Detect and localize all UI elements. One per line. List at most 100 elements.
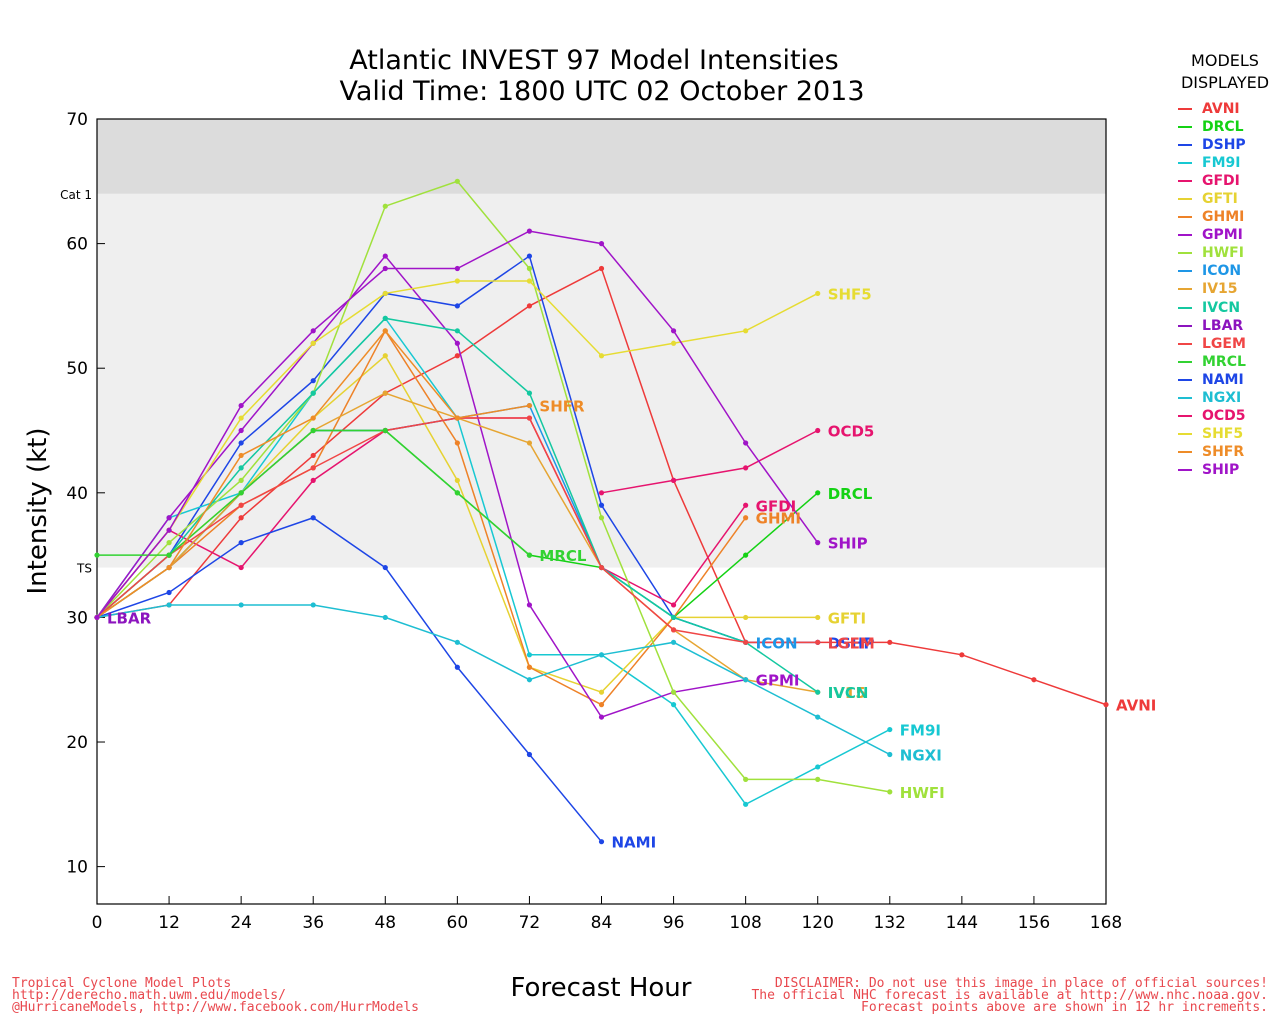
- point-ngxi-6: [526, 677, 533, 683]
- point-shfr-2: [238, 452, 244, 459]
- point-ngxi-10: [815, 714, 821, 720]
- legend: MODELS DISPLAYED AVNI DRCL DSHP FM9I GFDI GFT…: [1170, 50, 1280, 479]
- footer-credits-line1: Tropical Cyclone Model Plots: [12, 976, 232, 991]
- band-1: [97, 119, 1106, 194]
- x-tick-label-13: 156: [1018, 913, 1050, 933]
- legend-swatch: [1178, 378, 1192, 381]
- x-tick-label-9: 108: [729, 913, 761, 933]
- series-layer: [94, 178, 1109, 845]
- chart-subtitle: Valid Time: 1800 UTC 02 October 2013: [339, 76, 864, 107]
- legend-label: HWFI: [1202, 245, 1244, 262]
- point-gfti-9: [743, 614, 749, 621]
- legend-item-shfr: SHFR: [1170, 443, 1280, 461]
- x-tick-label-7: 84: [591, 913, 613, 933]
- point-shf5-8: [670, 340, 677, 346]
- point-ngxi-1: [166, 602, 172, 608]
- point-ship-6: [526, 228, 533, 234]
- legend-swatch: [1178, 234, 1192, 237]
- point-ivcn-5: [454, 328, 460, 334]
- legend-label: ICON: [1202, 263, 1242, 280]
- legend-item-icon: ICON: [1170, 262, 1280, 280]
- point-mrcl-4: [382, 427, 388, 434]
- x-tick-label-1: 12: [158, 913, 180, 933]
- point-shf5-2: [238, 415, 244, 421]
- series-label-shfr: SHFR: [539, 398, 585, 416]
- legend-label: FM9I: [1202, 155, 1241, 172]
- y-tick-label-4: 50: [66, 359, 88, 379]
- point-hwfi-6: [526, 265, 533, 272]
- point-lgem-9: [743, 639, 749, 645]
- series-label-gfdi: GFDI: [756, 497, 797, 515]
- point-ivcn-3: [310, 390, 316, 396]
- legend-item-drcl: DRCL: [1170, 118, 1280, 136]
- intensity-bands: TS Cat 1: [60, 119, 1106, 576]
- point-nami-6: [526, 751, 533, 758]
- point-avni-3: [310, 452, 316, 459]
- legend-item-hwfi: HWFI: [1170, 244, 1280, 262]
- point-ivcn-6: [526, 390, 533, 396]
- point-ocd5-1: [670, 477, 677, 483]
- x-tick-label-12: 144: [946, 913, 978, 933]
- point-gfdi-9: [743, 502, 749, 508]
- legend-item-gfti: GFTI: [1170, 190, 1280, 208]
- legend-swatch: [1178, 414, 1192, 417]
- point-avni-6: [526, 303, 533, 309]
- series-line-hwfi: [96, 180, 890, 793]
- footer-disclaimer-line3: Forecast points above are shown in 12 hr…: [861, 1000, 1268, 1015]
- y-axis-title: Intensity (kt): [23, 428, 53, 595]
- series-label-fm9i: FM9I: [900, 722, 941, 740]
- point-ivcn-8: [670, 614, 677, 621]
- point-lgem-7: [598, 564, 605, 571]
- x-tick-label-10: 120: [801, 913, 833, 933]
- footer-credits-line3[interactable]: @HurricaneModels, http://www.facebook.co…: [12, 1000, 419, 1015]
- point-fm9i-11: [887, 726, 893, 733]
- point-hwfi-7: [598, 515, 605, 521]
- point-gfdi-8: [670, 602, 677, 608]
- legend-swatch: [1178, 396, 1192, 399]
- legend-title-line1: MODELS: [1191, 51, 1259, 70]
- point-shfr-3: [310, 415, 316, 421]
- legend-item-shf5: SHF5: [1170, 425, 1280, 443]
- point-fm9i-6: [526, 652, 533, 658]
- footer-disclaimer: DISCLAIMER: Do not use this image in pla…: [751, 977, 1268, 1015]
- point-gpmi-6: [526, 602, 533, 608]
- point-avni-14: [1103, 702, 1109, 708]
- series-label-iv15: IV15: [828, 684, 866, 702]
- point-gpmi-5: [454, 340, 460, 346]
- legend-label: DSHP: [1202, 137, 1246, 154]
- legend-swatch: [1178, 144, 1192, 147]
- series-line-ghmi: [96, 329, 747, 706]
- point-ngxi-3: [310, 602, 316, 608]
- point-mrcl-1: [166, 552, 172, 558]
- footer-disclaimer-line2: The official NHC forecast is available a…: [751, 988, 1268, 1003]
- point-nami-3: [310, 515, 316, 521]
- legend-item-lbar: LBAR: [1170, 317, 1280, 335]
- point-drcl-9: [743, 552, 749, 558]
- series-label-hwfi: HWFI: [900, 784, 945, 802]
- legend-label: LBAR: [1202, 317, 1244, 334]
- point-ivcn-10: [815, 689, 821, 695]
- series-ship: [94, 228, 821, 621]
- legend-item-gpmi: GPMI: [1170, 226, 1280, 244]
- point-ocd5-0: [598, 490, 605, 496]
- series-label-mrcl: MRCL: [539, 547, 586, 565]
- footer-credits-line2[interactable]: http://derecho.math.uwm.edu/models/: [12, 988, 286, 1003]
- legend-title-line2: DISPLAYED: [1180, 73, 1270, 92]
- point-ship-2: [238, 402, 244, 409]
- band-label-1: Cat 1: [60, 188, 92, 202]
- point-ship-3: [310, 328, 316, 334]
- point-gfti-7: [598, 689, 605, 695]
- x-tick-label-14: 168: [1090, 913, 1122, 933]
- y-tick-label-3: 40: [66, 484, 88, 504]
- point-avni-11: [887, 639, 893, 645]
- point-avni-7: [598, 265, 605, 272]
- legend-item-ghmi: GHMI: [1170, 208, 1280, 226]
- point-gpmi-1: [166, 515, 172, 521]
- point-ship-5: [454, 265, 460, 272]
- series-label-gfti: GFTI: [828, 609, 866, 627]
- point-shfr-5: [454, 415, 460, 421]
- point-shf5-4: [382, 290, 388, 297]
- point-dshp-3: [310, 378, 316, 384]
- legend-title: MODELS DISPLAYED: [1170, 50, 1280, 94]
